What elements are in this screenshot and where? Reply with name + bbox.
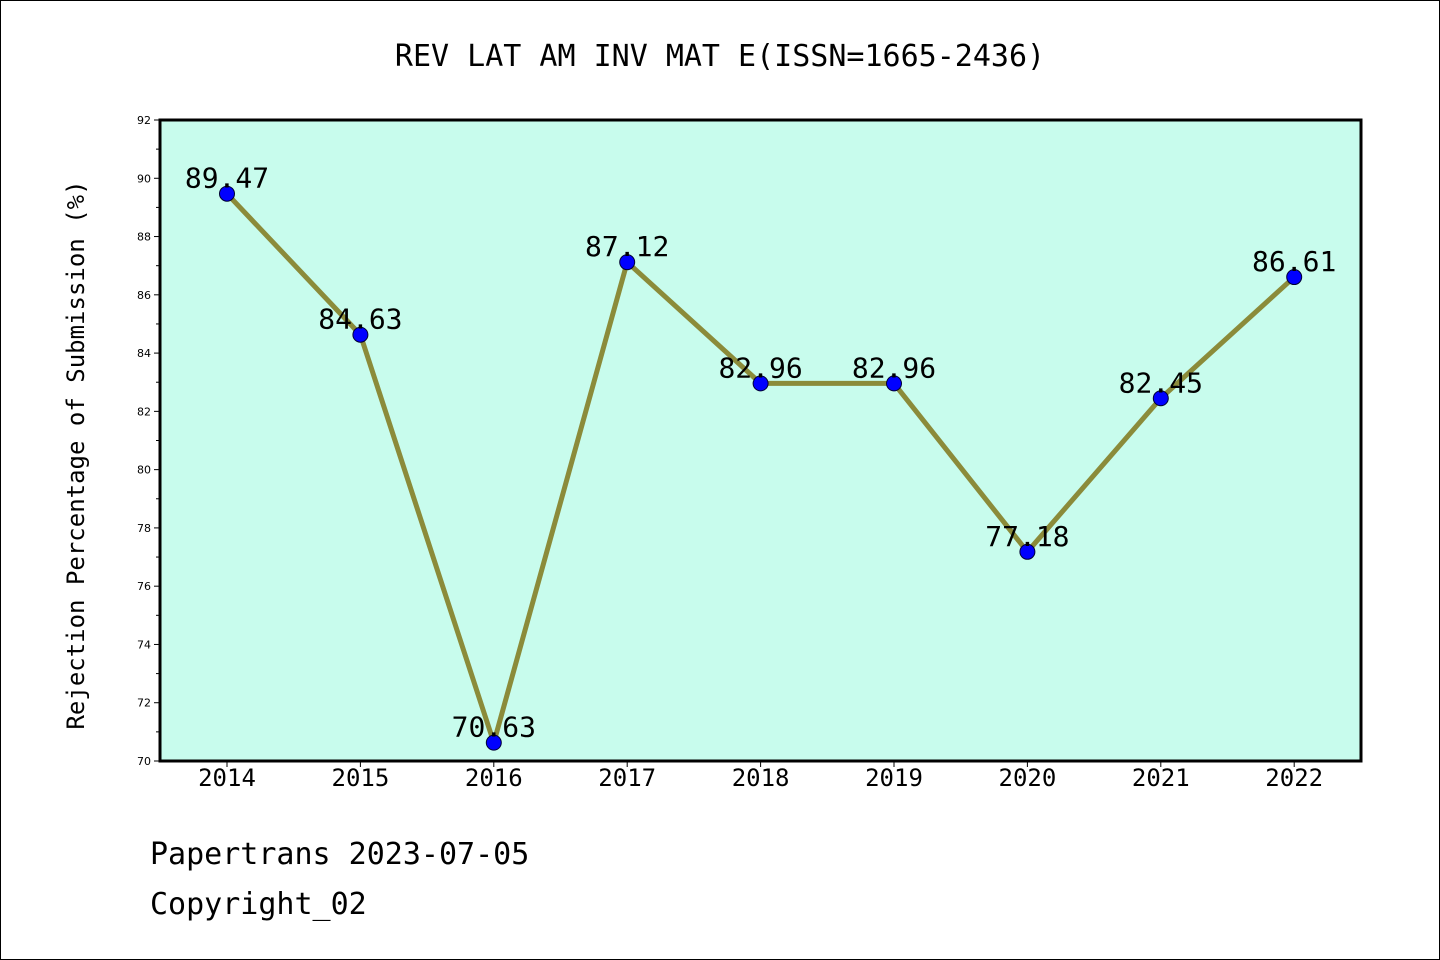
data-label: 87.12 <box>585 230 669 263</box>
y-tick-label: 82 <box>137 405 151 418</box>
x-axis: 2014 2015 2016 2017 2018 2019 2020 2021 2022 <box>198 761 1323 792</box>
data-label: 89.47 <box>185 162 269 195</box>
x-tick-label: 2015 <box>332 764 390 792</box>
y-tick-label: 80 <box>137 464 151 477</box>
y-tick-label: 78 <box>137 522 151 535</box>
footer-copyright: Copyright_02 <box>150 887 367 922</box>
y-tick-label: 76 <box>137 580 151 593</box>
chart-title: REV LAT AM INV MAT E(ISSN=1665-2436) <box>395 39 1045 74</box>
data-point <box>886 375 902 392</box>
data-labels: 89.47 84.63 70.63 87.12 82.96 82.96 77.18 82.45… <box>185 162 1336 744</box>
data-label: 77.18 <box>985 520 1069 553</box>
x-tick-label: 2017 <box>598 764 656 792</box>
data-label: 86.61 <box>1252 245 1336 278</box>
footer-date: Papertrans 2023-07-05 <box>150 837 529 872</box>
x-tick-label: 2014 <box>198 764 256 792</box>
y-tick-label: 92 <box>137 114 151 127</box>
y-tick-label: 74 <box>137 638 151 651</box>
y-tick-label: 84 <box>137 347 151 360</box>
y-tick-label: 72 <box>137 697 151 710</box>
data-point <box>485 734 502 751</box>
x-tick-label: 2016 <box>465 764 523 792</box>
data-label: 82.96 <box>852 351 936 384</box>
data-label: 84.63 <box>318 303 402 336</box>
x-tick-label: 2018 <box>732 764 790 792</box>
data-point <box>1019 543 1036 560</box>
data-label: 82.45 <box>1119 366 1203 399</box>
data-point <box>219 185 235 202</box>
plot-area <box>158 118 1363 763</box>
y-axis-label: Rejection Percentage of Submission (%) <box>62 180 90 729</box>
y-tick-label: 90 <box>137 172 151 185</box>
data-label: 82.96 <box>718 351 802 384</box>
data-point <box>1152 390 1169 407</box>
data-point <box>619 254 636 271</box>
y-tick-label: 88 <box>137 231 151 244</box>
data-point <box>752 375 769 392</box>
x-tick-label: 2021 <box>1132 764 1190 792</box>
y-tick-label: 86 <box>137 289 151 302</box>
x-tick-label: 2020 <box>999 764 1057 792</box>
data-point <box>352 326 369 343</box>
series-markers <box>219 185 1303 751</box>
x-tick-label: 2019 <box>865 764 923 792</box>
y-tick-label: 70 <box>137 755 151 768</box>
x-tick-label: 2022 <box>1265 764 1323 792</box>
y-axis: 70 72 74 76 78 80 82 84 86 88 90 92 <box>137 114 160 768</box>
data-point <box>1286 269 1303 286</box>
data-label: 70.63 <box>452 711 536 744</box>
